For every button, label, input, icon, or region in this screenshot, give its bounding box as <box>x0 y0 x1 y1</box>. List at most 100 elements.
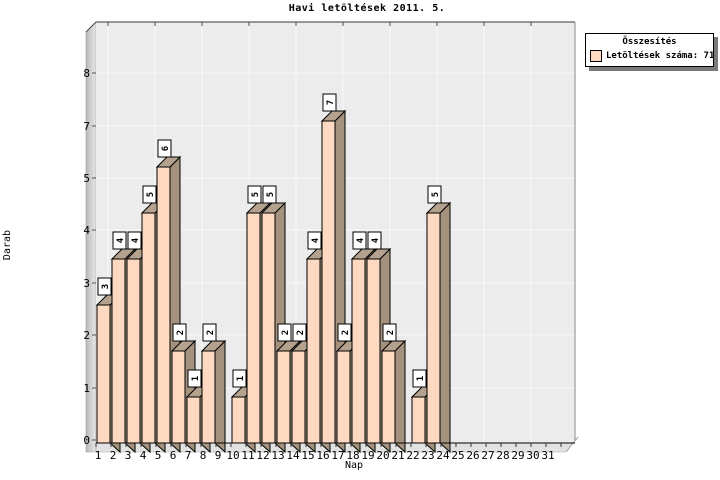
legend-entry-label: Letöltések száma: 71 <box>606 51 715 61</box>
bar-value-label-box <box>322 93 337 112</box>
panel-wall-bevel <box>85 21 97 33</box>
bar-value-label-box <box>277 323 292 342</box>
bar-value-label-box <box>232 369 247 388</box>
bar <box>156 166 171 444</box>
x-tick-label: 21 <box>391 449 404 462</box>
bar <box>351 258 366 444</box>
y-tick-label: 5 <box>83 172 90 185</box>
y-tick-label: 0 <box>83 434 90 447</box>
bar <box>111 258 126 444</box>
x-tick-label: 31 <box>541 449 554 462</box>
bar-value-label: 5 <box>251 192 261 197</box>
bar-value-label: 3 <box>101 284 111 289</box>
bar <box>171 350 186 444</box>
x-tick-label: 16 <box>316 449 329 462</box>
bar-value-label-box <box>157 139 172 158</box>
bar-value-label: 2 <box>176 330 186 335</box>
legend-title: Összesítés <box>622 37 677 47</box>
bar-value-label: 5 <box>431 192 441 197</box>
x-tick-label: 30 <box>526 449 539 462</box>
x-tick-label: 20 <box>376 449 389 462</box>
x-tick-label: 22 <box>406 449 419 462</box>
bar-value-label-box <box>97 277 112 296</box>
bar <box>141 212 156 444</box>
bar-value-label-box <box>337 323 352 342</box>
x-tick-label: 14 <box>286 449 300 462</box>
bar-value-label-box <box>142 185 157 204</box>
bar-value-label: 1 <box>416 376 426 381</box>
bar-value-label-box <box>247 185 262 204</box>
bar-value-label: 4 <box>131 237 141 243</box>
bar-value-label: 6 <box>161 146 171 151</box>
y-tick-label: 2 <box>83 329 90 342</box>
bar <box>291 350 306 444</box>
x-tick-label: 27 <box>481 449 494 462</box>
legend-color-swatch-icon <box>590 50 602 62</box>
bar-value-label-box <box>427 185 442 204</box>
bar-value-label: 4 <box>311 237 321 243</box>
bar-value-label-box <box>292 323 307 342</box>
bar <box>321 120 336 444</box>
bar-value-label: 4 <box>371 237 381 243</box>
legend: Összesítés Letöltések száma: 71 <box>585 33 714 67</box>
bar-value-label-box <box>307 231 322 250</box>
bar-side-face <box>394 339 406 454</box>
bar <box>246 212 261 444</box>
x-tick-label: 9 <box>215 449 222 462</box>
bar-side-face <box>439 201 451 454</box>
x-tick-label: 10 <box>226 449 239 462</box>
x-tick-label: 28 <box>496 449 509 462</box>
bar <box>186 396 201 444</box>
bar <box>96 304 111 444</box>
legend-entry: Letöltések száma: 71 <box>586 50 715 62</box>
y-tick-label: 7 <box>83 120 90 133</box>
bar-value-label: 1 <box>191 376 201 381</box>
x-tick-label: 17 <box>331 449 344 462</box>
y-tick-label: 1 <box>83 382 90 395</box>
bar <box>366 258 381 444</box>
x-tick-label: 13 <box>271 449 284 462</box>
x-tick-label: 7 <box>185 449 192 462</box>
x-tick-label: 25 <box>451 449 464 462</box>
x-tick-label: 4 <box>140 449 147 462</box>
x-tick-label: 18 <box>346 449 359 462</box>
bar-value-label-box <box>112 231 127 250</box>
bar-value-label: 7 <box>326 100 336 105</box>
y-tick-label: 3 <box>83 277 90 290</box>
y-tick-label: 8 <box>83 67 90 80</box>
bar-value-label: 1 <box>236 376 246 381</box>
x-tick-label: 24 <box>436 449 450 462</box>
x-tick-label: 11 <box>241 449 254 462</box>
bar-value-label: 5 <box>266 192 276 197</box>
y-axis-title: Darab <box>2 229 13 261</box>
bar-value-label: 2 <box>386 330 396 335</box>
x-tick-label: 6 <box>170 449 177 462</box>
bar-value-label-box <box>127 231 142 250</box>
bar <box>261 212 276 444</box>
bar-value-label-box <box>172 323 187 342</box>
bar-value-label-box <box>367 231 382 250</box>
bar <box>411 396 426 444</box>
bar <box>276 350 291 444</box>
bar-value-label: 2 <box>281 330 291 335</box>
bar <box>201 350 216 444</box>
bar-value-label-box <box>262 185 277 204</box>
y-tick-label: 4 <box>83 224 90 237</box>
bar-value-label: 2 <box>206 330 216 335</box>
bar <box>381 350 396 444</box>
panel-corner-edge <box>565 436 579 453</box>
bar <box>231 396 246 444</box>
bar <box>126 258 141 444</box>
bar <box>306 258 321 444</box>
bar-value-label: 2 <box>341 330 351 335</box>
bar-value-label: 2 <box>296 330 306 335</box>
bar-value-label: 4 <box>116 237 126 243</box>
x-tick-label: 15 <box>301 449 314 462</box>
x-tick-label: 29 <box>511 449 524 462</box>
bar-value-label-box <box>202 323 217 342</box>
x-tick-label: 26 <box>466 449 479 462</box>
bar-value-label-box <box>412 369 427 388</box>
x-tick-label: 3 <box>125 449 132 462</box>
